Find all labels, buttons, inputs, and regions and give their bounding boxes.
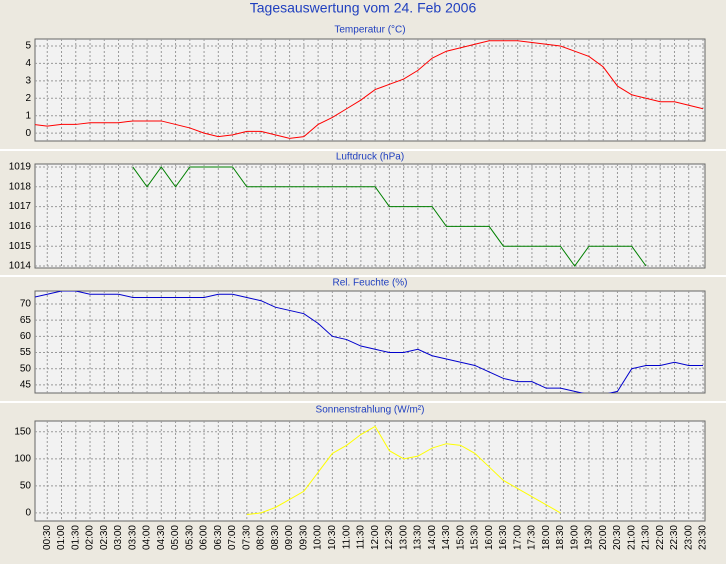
y-tick-label: 4: [25, 58, 31, 69]
x-tick-label: 09:30: [298, 525, 309, 550]
x-tick-label: 20:30: [612, 525, 623, 550]
y-tick-label: 55: [20, 347, 32, 358]
x-tick-label: 07:30: [241, 525, 252, 550]
x-tick-label: 06:00: [199, 525, 210, 550]
plot-area: [34, 420, 706, 522]
x-tick-label: 06:30: [213, 525, 224, 550]
y-tick-label: 45: [20, 380, 32, 391]
y-tick-label: 150: [14, 426, 31, 437]
x-tick-label: 15:00: [455, 525, 466, 550]
x-tick-label: 10:00: [313, 525, 324, 550]
chart-title: Luftdruck (hPa): [336, 152, 404, 163]
line: [35, 40, 704, 139]
y-tick-label: 2: [25, 93, 31, 104]
x-tick-label: 02:30: [99, 525, 110, 550]
x-tick-label: 23:00: [683, 525, 694, 550]
y-tick-label: 1: [25, 110, 31, 121]
x-tick-label: 20:00: [598, 525, 609, 550]
line: [35, 291, 703, 393]
y-tick-label: 1017: [9, 201, 32, 212]
y-tick-label: 0: [25, 128, 31, 139]
y-tick-label: 1014: [9, 261, 32, 272]
x-tick-label: 04:30: [156, 525, 167, 550]
x-tick-label: 05:30: [184, 525, 195, 550]
x-tick-label: 22:30: [669, 525, 680, 550]
x-tick-label: 17:30: [527, 525, 538, 550]
y-tick-label: 1018: [9, 181, 32, 192]
x-tick-label: 12:00: [370, 525, 381, 550]
y-tick-label: 5: [25, 41, 31, 52]
x-tick-label: 17:00: [512, 525, 523, 550]
x-tick-label: 13:30: [413, 525, 424, 550]
x-tick-label: 21:00: [626, 525, 637, 550]
chart-title: Temperatur (°C): [334, 25, 405, 36]
x-tick-label: 19:30: [584, 525, 595, 550]
x-tick-label: 01:30: [70, 525, 81, 550]
y-tick-label: 50: [20, 363, 32, 374]
line: [132, 166, 647, 267]
x-tick-label: 13:00: [398, 525, 409, 550]
x-tick-label: 23:30: [698, 525, 709, 550]
x-tick-label: 14:30: [441, 525, 452, 550]
x-tick-label: 19:00: [569, 525, 580, 550]
y-tick-label: 70: [20, 299, 32, 310]
x-tick-label: 14:00: [427, 525, 438, 550]
plot-area: [34, 290, 706, 394]
chart-title: Rel. Feuchte (%): [332, 278, 407, 289]
y-tick-label: 60: [20, 331, 32, 342]
chart-title: Sonnenstrahlung (W/m²): [316, 405, 425, 416]
x-tick-label: 04:00: [142, 525, 153, 550]
x-tick-label: 02:00: [85, 525, 96, 550]
x-tick-label: 18:00: [541, 525, 552, 550]
y-tick-label: 100: [14, 453, 31, 464]
x-tick-label: 22:00: [655, 525, 666, 550]
x-tick-label: 09:00: [284, 525, 295, 550]
x-tick-label: 12:30: [384, 525, 395, 550]
x-tick-label: 03:00: [113, 525, 124, 550]
x-tick-label: 18:30: [555, 525, 566, 550]
x-tick-label: 03:30: [127, 525, 138, 550]
y-tick-label: 1019: [9, 162, 32, 173]
x-tick-label: 11:30: [356, 525, 367, 550]
x-tick-label: 16:30: [498, 525, 509, 550]
x-tick-label: 11:00: [341, 525, 352, 550]
y-tick-label: 3: [25, 75, 31, 86]
y-tick-label: 0: [25, 508, 31, 519]
y-tick-label: 65: [20, 315, 32, 326]
x-tick-label: 16:00: [484, 525, 495, 550]
x-tick-label: 07:00: [227, 525, 238, 550]
y-tick-label: 50: [20, 481, 32, 492]
plot-area: [34, 163, 706, 269]
x-tick-label: 08:00: [256, 525, 267, 550]
x-tick-label: 00:30: [42, 525, 53, 550]
x-tick-label: 05:00: [170, 525, 181, 550]
x-tick-label: 01:00: [56, 525, 67, 550]
x-tick-label: 15:30: [470, 525, 481, 550]
x-tick-label: 21:30: [641, 525, 652, 550]
x-tick-label: 08:30: [270, 525, 281, 550]
line: [246, 425, 561, 516]
plot-area: [34, 38, 706, 142]
x-tick-label: 10:30: [327, 525, 338, 550]
page-title: Tagesauswertung vom 24. Feb 2006: [250, 0, 477, 16]
y-tick-label: 1016: [9, 221, 32, 232]
y-tick-label: 1015: [9, 241, 32, 252]
